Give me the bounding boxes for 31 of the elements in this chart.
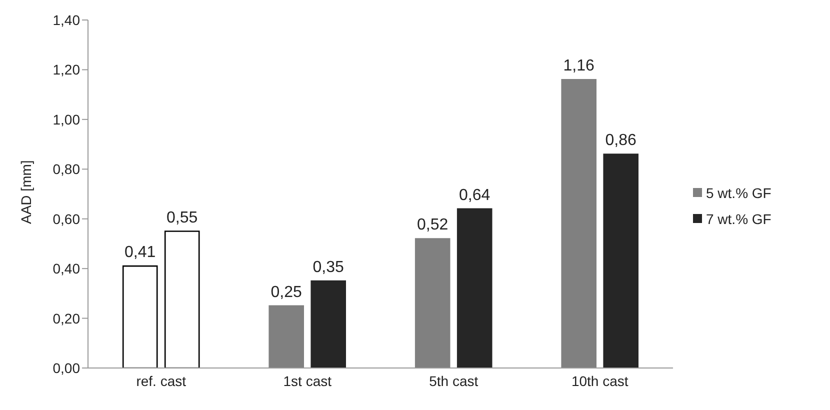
x-tick-label: ref. cast: [136, 372, 186, 389]
y-tick-label: 0,40: [52, 260, 80, 277]
legend-label: 5 wt.% GF: [706, 184, 772, 200]
bar: [603, 154, 638, 368]
y-tick-label: 1,20: [52, 62, 80, 78]
bar: [561, 79, 596, 368]
data-label: 1,16: [563, 58, 595, 75]
y-tick-label: 0,60: [52, 210, 80, 227]
y-tick-label: 1,40: [52, 12, 80, 28]
x-tick-label: 5th cast: [429, 372, 478, 389]
bar: [456, 208, 492, 368]
bar: [122, 265, 158, 368]
data-label: 0,64: [459, 186, 490, 204]
data-label: 0,86: [605, 132, 637, 150]
data-label: 0,52: [417, 216, 448, 234]
bar: [310, 280, 346, 368]
bar: [414, 238, 450, 368]
bar: [268, 305, 304, 368]
x-tick-label: 1st cast: [283, 372, 332, 389]
data-label: 0,25: [270, 284, 302, 301]
legend-label: 7 wt.% GF: [706, 210, 772, 226]
y-axis-title: AAD [mm]: [18, 160, 34, 224]
bar: [164, 230, 200, 368]
data-label: 0,41: [124, 244, 156, 262]
y-tick-label: 0,00: [52, 360, 80, 376]
x-tick-label: 10th cast: [571, 372, 628, 389]
data-label: 0,35: [312, 259, 344, 276]
data-label: 0,55: [166, 209, 198, 226]
y-tick-label: 0,80: [52, 161, 80, 178]
y-tick-label: 0,20: [52, 310, 80, 326]
y-tick-label: 1,00: [52, 111, 80, 128]
